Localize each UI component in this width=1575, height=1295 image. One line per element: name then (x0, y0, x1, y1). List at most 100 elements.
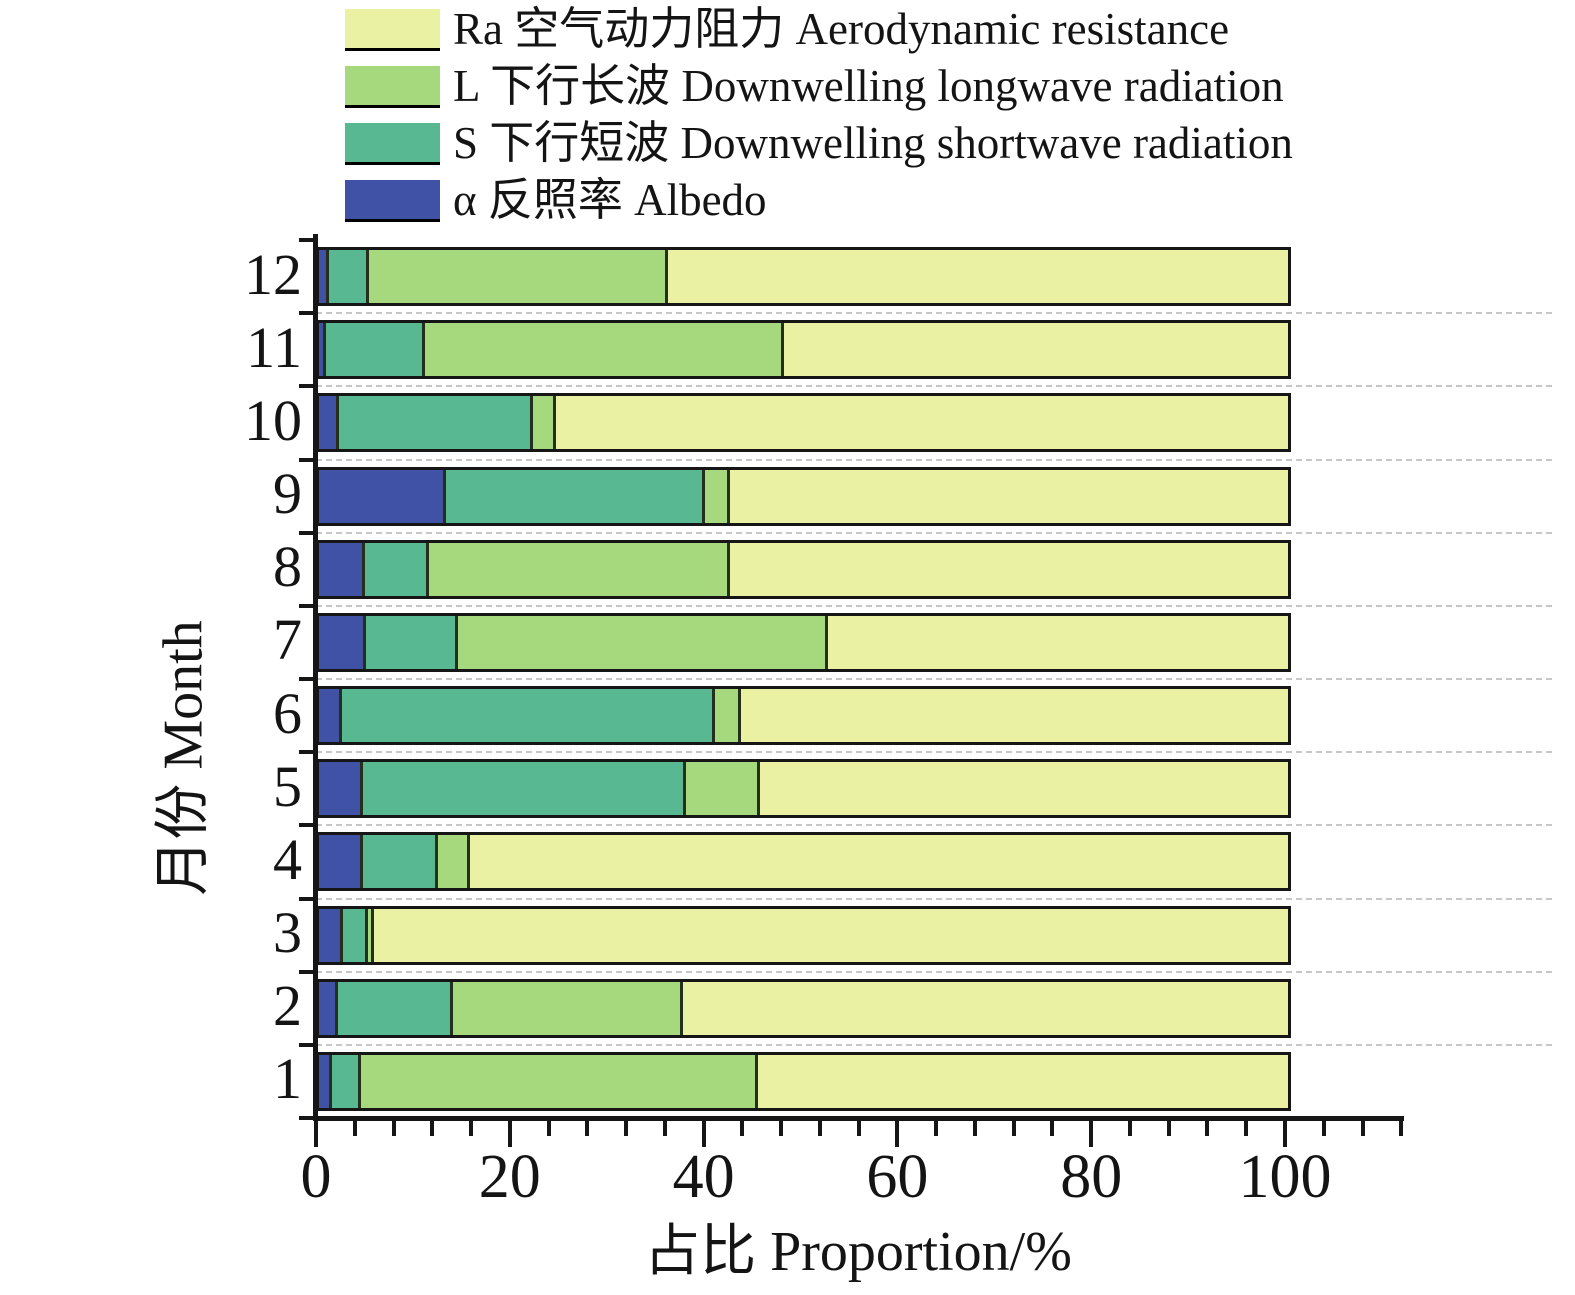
x-axis-minor-tick (391, 1121, 396, 1136)
y-tick-label-month-2: 2 (273, 973, 302, 1039)
x-axis-minor-tick (430, 1121, 435, 1136)
x-axis-minor-tick (352, 1121, 357, 1136)
y-tick-label-month-8: 8 (273, 534, 302, 600)
y-axis-tick (299, 823, 313, 828)
y-axis-tick (299, 457, 313, 462)
bar-segment-Ra (757, 1054, 1288, 1108)
bar-segment-L (686, 762, 760, 816)
x-axis-minor-tick (1321, 1121, 1326, 1136)
bar-segment-Ra (759, 762, 1288, 816)
x-axis-minor-tick (1166, 1121, 1171, 1136)
x-axis-minor-tick (585, 1121, 590, 1136)
bar-month-5 (316, 759, 1291, 819)
x-axis-major-tick (314, 1121, 318, 1147)
bar-segment-α (319, 323, 326, 377)
x-tick-label-60: 60 (866, 1143, 929, 1211)
gridline (316, 970, 1552, 973)
legend-item: L 下行长波 Downwelling longwave radiation (345, 63, 1293, 110)
x-axis-minor-tick (1399, 1121, 1404, 1136)
bar-segment-α (319, 981, 339, 1035)
x-axis-minor-tick (740, 1121, 745, 1136)
bar-month-4 (316, 832, 1291, 892)
bar-segment-S (331, 1054, 361, 1108)
bar-segment-L (704, 469, 730, 523)
bar-month-1 (316, 1051, 1291, 1111)
bar-segment-L (429, 542, 730, 596)
bar-segment-L (457, 615, 828, 669)
x-axis-major-tick (1089, 1121, 1094, 1147)
legend: Ra 空气动力阻力 Aerodynamic resistance L 下行长波 D… (345, 6, 1293, 234)
x-tick-label-80: 80 (1060, 1143, 1123, 1211)
bar-segment-L (368, 908, 375, 962)
gridline (316, 458, 1552, 461)
legend-swatch-icon (345, 179, 440, 222)
gridline (316, 678, 1552, 680)
legend-label: Ra 空气动力阻力 Aerodynamic resistance (453, 4, 1230, 54)
bar-month-8 (316, 539, 1291, 599)
y-tick-label-month-5: 5 (273, 753, 302, 819)
y-axis-tick (299, 603, 313, 608)
y-tick-label-month-12: 12 (244, 241, 302, 307)
gridline (316, 897, 1552, 900)
bar-segment-S (339, 396, 534, 450)
y-axis-tick (299, 677, 313, 681)
x-axis-minor-tick (1050, 1121, 1055, 1136)
y-axis-tick (299, 750, 313, 755)
legend-label: α 反照率 Albedo (453, 175, 767, 225)
bar-segment-Ra (784, 323, 1288, 377)
bar-segment-L (715, 689, 741, 743)
bar-segment-α (319, 396, 340, 450)
legend-label: L 下行长波 Downwelling longwave radiation (453, 61, 1284, 111)
y-axis-tick (299, 530, 313, 535)
x-axis-major-tick (701, 1121, 706, 1147)
bar-month-3 (316, 905, 1291, 965)
y-axis-tick (299, 384, 313, 389)
bar-segment-α (319, 762, 363, 816)
bar-month-9 (316, 466, 1291, 526)
bar-segment-S (342, 689, 716, 743)
bar-segment-α (319, 689, 343, 743)
bar-segment-L (360, 1054, 758, 1108)
y-tick-label-month-7: 7 (273, 607, 302, 673)
y-tick-label-month-11: 11 (246, 314, 302, 380)
bar-segment-S (328, 250, 370, 304)
y-tick-label-month-4: 4 (273, 826, 302, 892)
y-tick-label-month-10: 10 (244, 387, 302, 453)
bar-segment-Ra (729, 469, 1288, 523)
bar-segment-α (319, 615, 367, 669)
bar-segment-L (369, 250, 668, 304)
x-axis-major-tick (507, 1121, 512, 1147)
bar-segment-Ra (740, 689, 1288, 743)
bar-segment-Ra (470, 835, 1288, 889)
x-axis-minor-tick (1205, 1121, 1210, 1136)
bar-month-7 (316, 612, 1291, 672)
x-axis-minor-tick (779, 1121, 784, 1136)
gridline (316, 1043, 1552, 1046)
x-axis-minor-tick (469, 1121, 474, 1136)
bar-month-6 (316, 686, 1291, 746)
bar-segment-α (319, 250, 329, 304)
bar-segment-L (424, 323, 785, 377)
legend-swatch-icon (345, 65, 440, 108)
bar-month-2 (316, 978, 1291, 1038)
legend-swatch-icon (345, 8, 440, 51)
bar-segment-α (319, 1054, 332, 1108)
bar-segment-L (452, 981, 684, 1035)
legend-item: α 反照率 Albedo (345, 177, 1293, 224)
legend-label: S 下行短波 Downwelling shortwave radiation (453, 118, 1293, 168)
y-tick-label-month-9: 9 (273, 461, 302, 527)
y-axis-title: 月份 Month (152, 620, 215, 896)
x-axis-line (313, 1116, 1405, 1121)
x-tick-label-20: 20 (478, 1143, 541, 1211)
x-tick-label-100: 100 (1238, 1143, 1332, 1211)
bar-segment-Ra (683, 981, 1288, 1035)
y-tick-label-month-1: 1 (273, 1046, 302, 1112)
x-axis-minor-tick (662, 1121, 667, 1136)
y-axis-tick (299, 896, 313, 901)
x-axis-minor-tick (817, 1121, 822, 1136)
y-axis-tick (299, 969, 313, 974)
y-tick-label-month-3: 3 (273, 900, 302, 966)
bar-segment-α (319, 908, 344, 962)
bar-month-10 (316, 393, 1291, 453)
y-axis-tick (299, 1042, 313, 1047)
